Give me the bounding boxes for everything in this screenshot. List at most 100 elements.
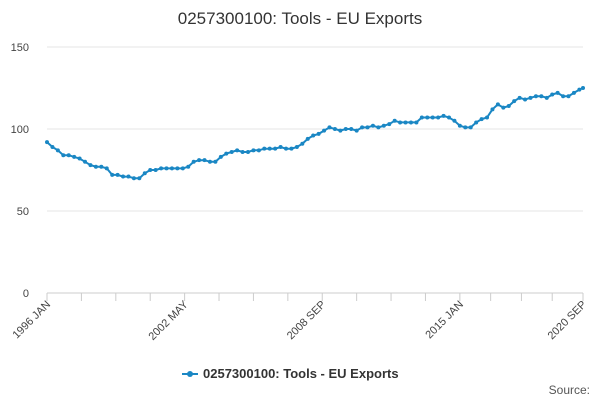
point (387, 122, 392, 127)
point (191, 159, 196, 164)
point (408, 120, 413, 125)
point (110, 172, 115, 177)
point (468, 125, 473, 130)
point (414, 120, 419, 125)
point (338, 128, 343, 133)
point (506, 104, 511, 109)
y-tick-label: 100 (11, 124, 29, 136)
point (180, 166, 185, 171)
point (512, 99, 517, 104)
point (474, 120, 479, 125)
point (93, 164, 98, 169)
point (452, 118, 457, 123)
point (83, 159, 88, 164)
point (343, 127, 348, 131)
point (121, 174, 126, 179)
point (142, 171, 147, 176)
point (581, 86, 585, 90)
point (267, 146, 272, 151)
point (55, 148, 60, 153)
y-tick-label: 0 (23, 288, 29, 300)
point (61, 153, 66, 158)
point (381, 123, 386, 128)
point (479, 117, 484, 122)
point (561, 94, 566, 99)
point (332, 127, 337, 131)
point (436, 115, 441, 120)
point (555, 90, 560, 95)
point (77, 156, 82, 161)
point (284, 146, 289, 151)
point (376, 125, 381, 130)
point (126, 174, 131, 179)
point (398, 120, 403, 125)
point (571, 90, 576, 95)
point (544, 95, 549, 100)
point (251, 148, 256, 153)
line (46, 87, 584, 180)
point (153, 168, 158, 172)
point (322, 128, 327, 133)
y-tick-label: 150 (11, 42, 29, 54)
point (273, 146, 278, 151)
source: Source: (549, 383, 590, 397)
point (50, 145, 55, 150)
point (490, 107, 495, 112)
point (104, 166, 109, 171)
point (316, 131, 321, 136)
point (349, 127, 354, 131)
point (354, 128, 359, 133)
point (229, 149, 234, 154)
legend-marker (187, 371, 193, 377)
point (66, 153, 71, 158)
point (186, 164, 191, 169)
point (45, 140, 49, 145)
x-tick-label: 2008 SEP (285, 299, 329, 343)
point (294, 145, 299, 150)
point (256, 148, 261, 153)
point (278, 145, 283, 150)
point (430, 115, 435, 120)
x-tick-label: 2020 SEP (546, 299, 590, 343)
point (365, 125, 370, 130)
point (246, 149, 250, 154)
point (169, 166, 174, 171)
point (240, 149, 245, 154)
point (566, 94, 571, 99)
point (485, 115, 490, 120)
point (501, 105, 506, 110)
point (202, 158, 207, 163)
point (207, 159, 212, 164)
point (403, 120, 408, 125)
point (533, 94, 538, 99)
point (360, 125, 365, 130)
point (539, 94, 544, 99)
point (577, 87, 582, 92)
point (289, 146, 294, 151)
chart-title: 0257300100: Tools - EU Exports (178, 9, 422, 28)
point (419, 115, 424, 120)
point (495, 102, 500, 107)
point (137, 176, 142, 181)
point (447, 115, 451, 120)
point (159, 166, 164, 171)
point (148, 168, 153, 172)
x-tick-label: 1996 JAN (10, 299, 53, 342)
point (457, 123, 462, 128)
point (327, 125, 332, 130)
point (88, 163, 93, 168)
point (235, 148, 240, 153)
point (224, 151, 229, 156)
point (517, 95, 522, 100)
point (72, 154, 77, 159)
y-tick-label: 50 (17, 206, 29, 218)
point (175, 166, 180, 171)
point (523, 97, 528, 102)
point (370, 123, 375, 128)
point (115, 172, 120, 177)
point (213, 159, 218, 164)
point (305, 136, 310, 141)
point (197, 158, 202, 163)
point (550, 92, 555, 97)
